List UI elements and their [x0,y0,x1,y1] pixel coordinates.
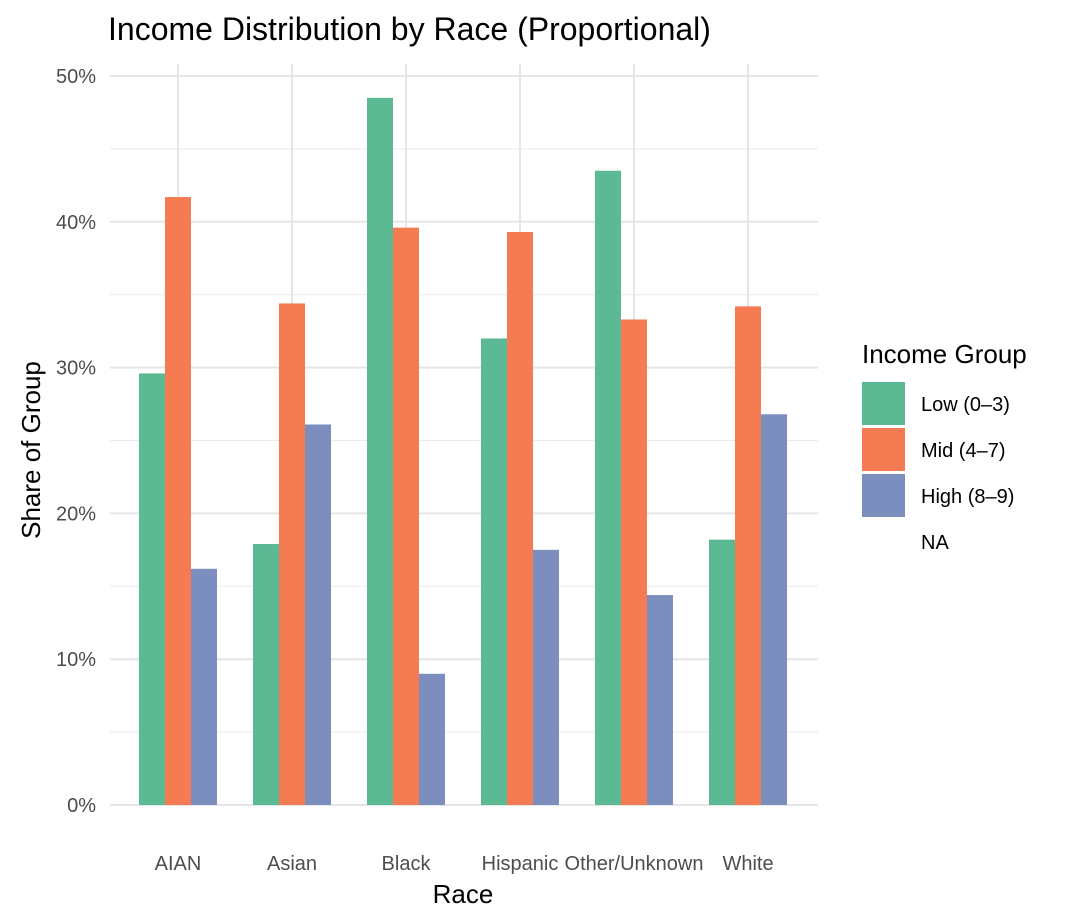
legend-key [862,474,905,517]
bar-aian-series-0 [139,373,165,805]
legend-key [862,382,905,425]
legend: Income Group Low (0–3) Mid (4–7) High (8–9… [862,339,1027,554]
x-axis-title: Race [433,879,494,909]
bar-asian-series-0 [253,544,279,805]
y-tick-label: 50% [56,66,96,88]
x-tick-label: AIAN [155,853,202,875]
y-tick-label: 40% [56,212,96,234]
x-tick-label: White [722,853,773,875]
bar-hispanic-series-1 [507,232,533,806]
bar-black-series-0 [367,97,393,806]
legend-key [862,428,905,471]
x-tick-label: Hispanic [482,853,559,875]
x-tick-label: Other/Unknown [565,853,704,875]
legend-title: Income Group [862,339,1027,369]
x-axis-ticks: AIAN Asian Black Hispanic Other/Unknown White [155,853,774,875]
legend-label: NA [921,532,949,554]
y-tick-label: 10% [56,649,96,671]
x-tick-label: Asian [267,853,317,875]
bars [139,97,787,806]
bar-other-unknown-series-1 [621,319,647,805]
bar-white-series-0 [709,539,735,805]
y-tick-label: 0% [67,795,96,817]
bar-hispanic-series-2 [533,549,559,805]
legend-label: High (8–9) [921,486,1014,508]
bar-asian-series-2 [305,424,331,805]
bar-other-unknown-series-0 [595,170,621,805]
bar-hispanic-series-0 [481,338,507,805]
bar-asian-series-1 [279,303,305,805]
bar-white-series-2 [761,414,787,805]
y-axis-ticks: 0% 10% 20% 30% 40% 50% [56,66,96,817]
legend-label: Mid (4–7) [921,440,1005,462]
legend-label: Low (0–3) [921,394,1010,416]
bar-black-series-1 [393,227,419,805]
y-axis-title: Share of Group [16,361,46,539]
bar-other-unknown-series-2 [647,595,673,805]
bar-aian-series-1 [165,197,191,805]
chart-title: Income Distribution by Race (Proportiona… [108,11,711,47]
bar-black-series-2 [419,673,445,805]
x-tick-label: Black [382,853,432,875]
y-tick-label: 30% [56,358,96,380]
bar-aian-series-2 [191,568,217,805]
y-tick-label: 20% [56,503,96,525]
bar-white-series-1 [735,306,761,805]
